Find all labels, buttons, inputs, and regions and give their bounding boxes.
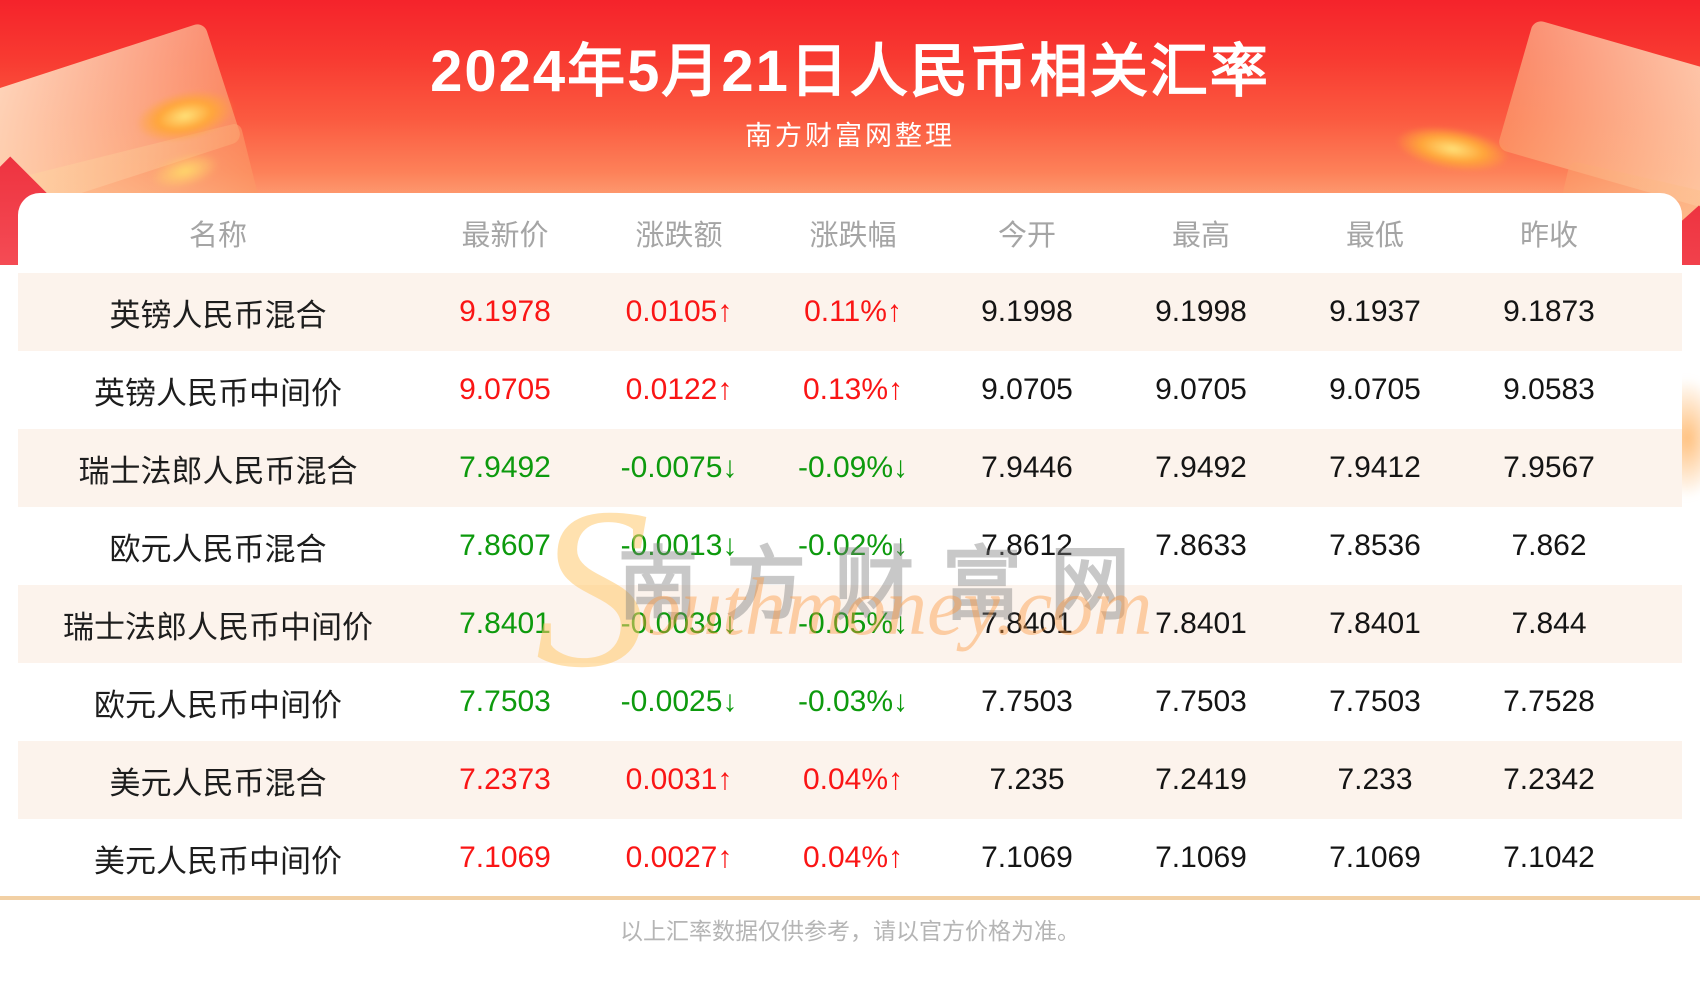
prev-close-cell: 7.1042 <box>1503 841 1595 874</box>
ember-glow-left-2 <box>147 146 223 196</box>
open-cell: 9.1998 <box>981 295 1073 328</box>
latest-cell: 7.1069 <box>459 841 551 874</box>
low-cell: 7.8536 <box>1329 529 1421 562</box>
change-pct-cell: 0.11%↑ <box>804 295 902 328</box>
latest-cell: 9.0705 <box>459 373 551 406</box>
prev-close-cell: 7.862 <box>1511 529 1587 562</box>
change-cell: -0.0075↓ <box>620 451 738 484</box>
low-cell: 7.9412 <box>1329 451 1421 484</box>
change-cell: -0.0025↓ <box>620 685 738 718</box>
table-row: 美元人民币混合 7.2373 0.0031↑ 0.04%↑ 7.235 7.2419 7.2… <box>18 741 1682 819</box>
table-header-row: 名称 最新价 涨跌额 涨跌幅 今开 最高 最低 昨收 <box>18 193 1682 273</box>
name-cell: 美元人民币混合 <box>109 765 327 801</box>
change-pct-cell: -0.05%↓ <box>797 607 909 640</box>
page-title: 2024年5月21日人民币相关汇率 <box>430 39 1270 104</box>
change-cell: 0.0122↑ <box>625 373 733 406</box>
name-cell: 瑞士法郎人民币中间价 <box>63 609 373 645</box>
latest-cell: 9.1978 <box>459 295 551 328</box>
change-pct-cell: -0.03%↓ <box>797 685 909 718</box>
open-cell: 7.235 <box>989 763 1065 796</box>
column-header-open: 今开 <box>997 220 1056 252</box>
low-cell: 7.8401 <box>1329 607 1421 640</box>
change-pct-cell: -0.09%↓ <box>797 451 909 484</box>
spacer-cell <box>1636 273 1682 351</box>
high-cell: 7.2419 <box>1155 763 1247 796</box>
low-cell: 7.1069 <box>1329 841 1421 874</box>
footer-disclaimer: 以上汇率数据仅供参考，请以官方价格为准。 <box>620 918 1080 944</box>
change-pct-cell: 0.13%↑ <box>802 373 904 406</box>
table-row: 美元人民币中间价 7.1069 0.0027↑ 0.04%↑ 7.1069 7.1069 7… <box>18 819 1682 897</box>
table-row: 英镑人民币中间价 9.0705 0.0122↑ 0.13%↑ 9.0705 9.0705 9… <box>18 351 1682 429</box>
name-cell: 英镑人民币中间价 <box>94 375 342 411</box>
column-header-change: 涨跌额 <box>635 220 723 252</box>
open-cell: 7.8612 <box>981 529 1073 562</box>
latest-cell: 7.2373 <box>459 763 551 796</box>
high-cell: 9.1998 <box>1155 295 1247 328</box>
table-row: 瑞士法郎人民币混合 7.9492 -0.0075↓ -0.09%↓ 7.9446 7.94… <box>18 429 1682 507</box>
spacer-cell <box>1636 741 1682 819</box>
change-cell: 0.0031↑ <box>625 763 733 796</box>
spacer-cell <box>1636 663 1682 741</box>
column-header-prev-close: 昨收 <box>1519 220 1578 252</box>
column-header-low: 最低 <box>1345 220 1404 252</box>
column-header-latest: 最新价 <box>461 220 549 252</box>
table-row: 英镑人民币混合 9.1978 0.0105↑ 0.11%↑ 9.1998 9.1998 9.… <box>18 273 1682 351</box>
spacer-cell <box>1636 507 1682 585</box>
prev-close-cell: 7.9567 <box>1503 451 1595 484</box>
spacer-cell <box>1636 585 1682 663</box>
high-cell: 7.9492 <box>1155 451 1247 484</box>
change-cell: -0.0013↓ <box>620 529 738 562</box>
table-row: 瑞士法郎人民币中间价 7.8401 -0.0039↓ -0.05%↓ 7.8401 7.8… <box>18 585 1682 663</box>
spacer-cell <box>1636 429 1682 507</box>
open-cell: 7.7503 <box>981 685 1073 718</box>
latest-cell: 7.7503 <box>459 685 551 718</box>
change-pct-cell: 0.04%↑ <box>802 763 904 796</box>
name-cell: 瑞士法郎人民币混合 <box>78 453 358 489</box>
high-cell: 7.8401 <box>1155 607 1247 640</box>
column-header-spacer <box>1636 193 1682 273</box>
footer-divider <box>0 896 1700 900</box>
column-header-change-pct: 涨跌幅 <box>809 220 897 252</box>
latest-cell: 7.8401 <box>459 607 551 640</box>
change-cell: -0.0039↓ <box>620 607 738 640</box>
table-row: 欧元人民币中间价 7.7503 -0.0025↓ -0.03%↓ 7.7503 7.750… <box>18 663 1682 741</box>
low-cell: 7.233 <box>1337 763 1413 796</box>
spacer-cell <box>1636 819 1682 897</box>
change-cell: 0.0027↑ <box>625 841 733 874</box>
high-cell: 9.0705 <box>1155 373 1247 406</box>
name-cell: 欧元人民币混合 <box>109 531 327 567</box>
change-cell: 0.0105↑ <box>625 295 733 328</box>
change-pct-cell: 0.04%↑ <box>802 841 904 874</box>
high-cell: 7.1069 <box>1155 841 1247 874</box>
prev-close-cell: 7.844 <box>1511 607 1587 640</box>
prev-close-cell: 7.2342 <box>1503 763 1595 796</box>
name-cell: 英镑人民币混合 <box>109 297 327 333</box>
latest-cell: 7.8607 <box>459 529 551 562</box>
table-row: 欧元人民币混合 7.8607 -0.0013↓ -0.02%↓ 7.8612 7.8633… <box>18 507 1682 585</box>
column-header-high: 最高 <box>1171 220 1230 252</box>
low-cell: 7.7503 <box>1329 685 1421 718</box>
low-cell: 9.1937 <box>1329 295 1421 328</box>
name-cell: 欧元人民币中间价 <box>94 687 342 723</box>
column-header-name: 名称 <box>188 220 247 252</box>
prev-close-cell: 7.7528 <box>1503 685 1595 718</box>
open-cell: 7.8401 <box>981 607 1073 640</box>
prev-close-cell: 9.1873 <box>1503 295 1595 328</box>
name-cell: 美元人民币中间价 <box>94 843 342 879</box>
rates-table: 名称 最新价 涨跌额 涨跌幅 今开 最高 最低 昨收 英镑人民币混合 9.1978 0.0105↑… <box>18 193 1682 897</box>
prev-close-cell: 9.0583 <box>1503 373 1595 406</box>
high-cell: 7.8633 <box>1155 529 1247 562</box>
high-cell: 7.7503 <box>1155 685 1247 718</box>
low-cell: 9.0705 <box>1329 373 1421 406</box>
open-cell: 7.9446 <box>981 451 1073 484</box>
latest-cell: 7.9492 <box>459 451 551 484</box>
spacer-cell <box>1636 351 1682 429</box>
open-cell: 7.1069 <box>981 841 1073 874</box>
rates-table-card: 名称 最新价 涨跌额 涨跌幅 今开 最高 最低 昨收 英镑人民币混合 9.1978 0.0105↑… <box>18 193 1682 897</box>
banner-subtitle: 南方财富网整理 <box>745 121 955 151</box>
open-cell: 9.0705 <box>981 373 1073 406</box>
change-pct-cell: -0.02%↓ <box>797 529 909 562</box>
